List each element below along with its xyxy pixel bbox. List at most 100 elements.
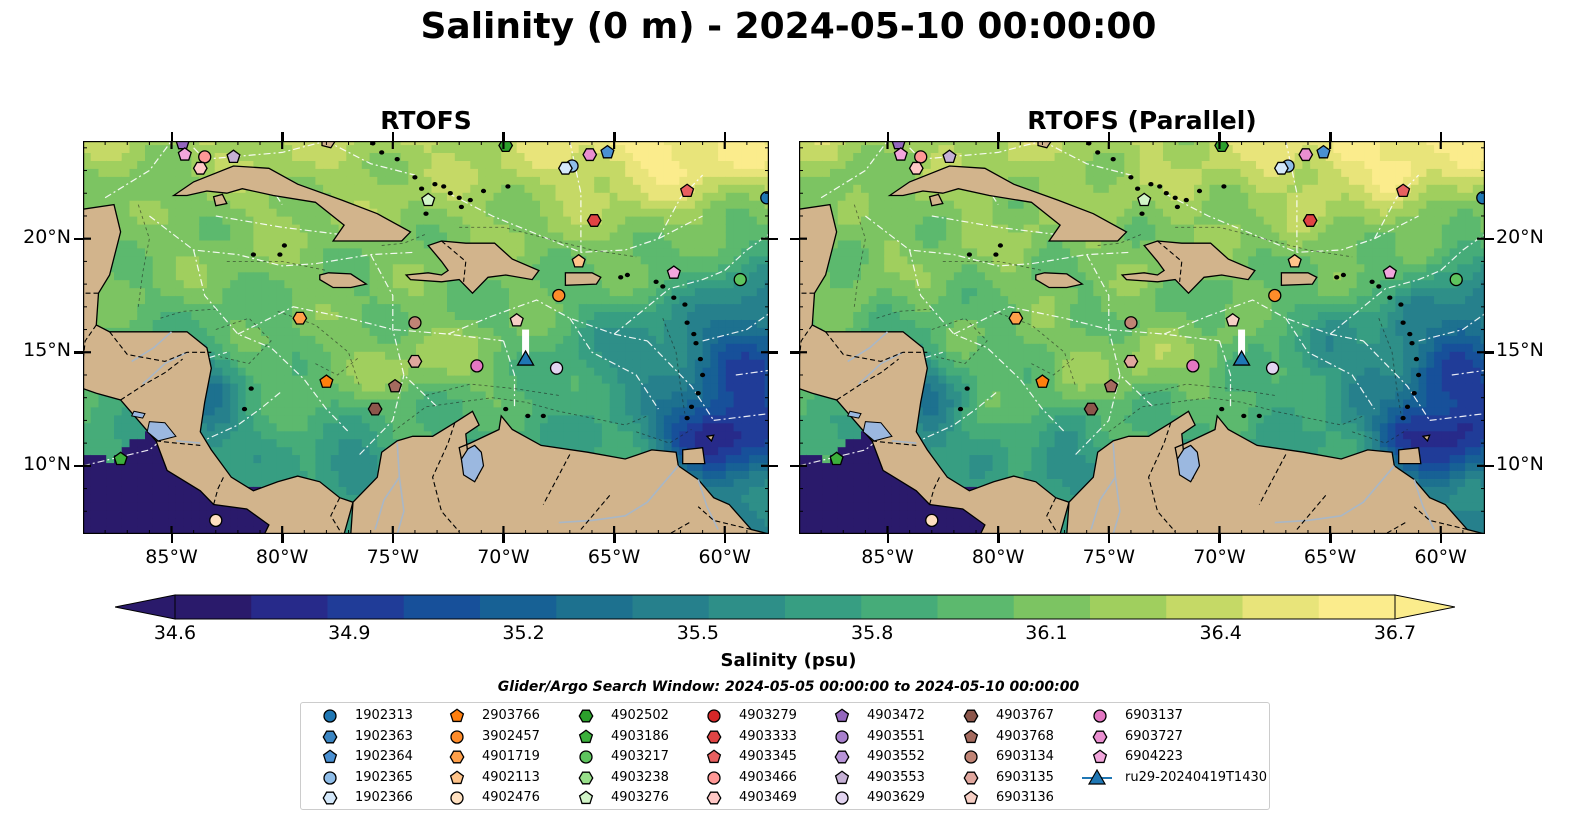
float-marker-2903766 bbox=[319, 374, 334, 388]
float-marker-6903727 bbox=[582, 148, 598, 162]
x-tick-label: 75°W bbox=[1082, 546, 1136, 568]
x-tick-mark-top bbox=[886, 132, 890, 141]
x-tick-mark-top bbox=[997, 132, 1000, 141]
legend-label: 6903136 bbox=[996, 790, 1054, 805]
legend-label: 4903333 bbox=[739, 728, 797, 744]
small-island bbox=[467, 197, 473, 203]
small-island bbox=[248, 386, 254, 391]
x-tick-label: 65°W bbox=[1303, 546, 1357, 568]
glider-marker bbox=[1232, 349, 1251, 366]
y-tick-mark bbox=[769, 351, 778, 354]
small-island bbox=[693, 341, 699, 346]
small-island bbox=[456, 195, 462, 200]
legend-marker bbox=[963, 709, 979, 723]
small-island bbox=[525, 413, 531, 419]
float-marker-4903629 bbox=[1265, 361, 1280, 375]
legend-marker-circle-icon bbox=[323, 709, 337, 723]
y-tick-mark bbox=[769, 464, 778, 468]
land-puertoRico bbox=[564, 272, 602, 286]
legend-marker bbox=[1092, 749, 1108, 764]
landmasses bbox=[799, 141, 1485, 534]
x-tick-mark-top bbox=[391, 132, 395, 141]
legend-label: 4903553 bbox=[867, 769, 925, 785]
colorbar-segment bbox=[632, 595, 710, 619]
legend-label: 4902502 bbox=[611, 708, 669, 723]
legend-label: ru29-20240419T1430 bbox=[1125, 769, 1268, 785]
legend-label: 4903629 bbox=[867, 790, 925, 805]
float-marker-1902313 bbox=[760, 191, 769, 205]
legend-marker bbox=[834, 750, 850, 764]
x-tick-mark-top bbox=[281, 132, 284, 141]
small-island bbox=[957, 406, 964, 412]
float-marker-4903768 bbox=[1103, 378, 1119, 393]
x-tick-mark bbox=[613, 534, 616, 543]
small-island bbox=[1387, 295, 1393, 300]
float-marker-4903186 bbox=[113, 451, 128, 466]
float-marker-4903629 bbox=[549, 361, 564, 375]
search-window-text: Glider/Argo Search Window: 2024-05-05 00… bbox=[497, 679, 1080, 695]
legend-marker-pentagon-icon bbox=[834, 769, 850, 784]
float-marker-4903345 bbox=[1395, 183, 1411, 198]
legend-label: 4903551 bbox=[867, 728, 925, 744]
legend-marker-triangle-icon bbox=[1082, 768, 1112, 785]
legend-marker bbox=[578, 771, 594, 784]
float-marker-4903472 bbox=[175, 141, 190, 150]
colorbar-tick-label: 36.7 bbox=[1373, 622, 1417, 644]
legend-marker-pentagon-icon bbox=[578, 790, 594, 805]
x-tick-mark-top bbox=[1107, 132, 1111, 141]
x-tick-label: 70°W bbox=[477, 546, 530, 568]
legend-marker bbox=[322, 791, 338, 805]
x-tick-mark bbox=[281, 534, 284, 543]
small-island bbox=[682, 302, 688, 307]
colorbar-segment bbox=[175, 595, 252, 619]
figure-title: Salinity (0 m) - 2024-05-10 00:00:00 bbox=[420, 6, 1157, 47]
x-tick-label: 65°W bbox=[587, 546, 641, 568]
legend-label: 4903345 bbox=[739, 749, 797, 764]
float-marker-4903469 bbox=[908, 161, 924, 175]
colorbar-label: Salinity (psu) bbox=[720, 650, 857, 671]
float-marker-4903553 bbox=[226, 149, 241, 163]
legend-marker-circle-icon bbox=[707, 709, 721, 723]
legend-marker-hexagon-icon bbox=[322, 791, 338, 805]
colorbar-tick-label: 34.6 bbox=[153, 622, 197, 644]
land-bahamas1 bbox=[321, 141, 337, 149]
x-tick-mark-top bbox=[502, 132, 505, 141]
map-panel-rtofs bbox=[83, 141, 769, 534]
small-island bbox=[1400, 415, 1406, 421]
legend-label: 4903238 bbox=[611, 769, 669, 785]
legend: 1902313 1902363 1902364 1902365 1902366 29037… bbox=[300, 702, 1270, 810]
legend-marker-pentagon-icon bbox=[963, 790, 979, 805]
y-tick-mark bbox=[790, 237, 799, 241]
legend-marker bbox=[322, 749, 338, 764]
legend-label: 6903727 bbox=[1125, 728, 1183, 744]
legend-marker-hexagon-icon bbox=[834, 750, 850, 764]
small-island bbox=[419, 186, 425, 191]
float-marker-6903727 bbox=[1298, 148, 1314, 162]
float-marker-4903466 bbox=[198, 150, 212, 164]
legend-label: 3902457 bbox=[482, 728, 540, 744]
legend-marker bbox=[323, 770, 337, 785]
legend-marker bbox=[834, 708, 850, 723]
lake-maracaibo bbox=[1176, 444, 1201, 483]
float-marker-1902366 bbox=[1273, 161, 1289, 175]
small-island bbox=[1163, 191, 1169, 196]
x-tick-mark bbox=[886, 534, 890, 543]
land-hispaniola bbox=[404, 240, 540, 295]
eez-boundaries bbox=[799, 141, 1485, 467]
small-island bbox=[1110, 157, 1116, 162]
land-jamaica bbox=[319, 272, 368, 289]
legend-marker-circle-icon bbox=[835, 729, 849, 744]
float-marker-4903333 bbox=[586, 214, 602, 227]
float-marker-4902476 bbox=[209, 513, 223, 528]
y-tick-mark bbox=[74, 464, 83, 468]
y-tick-mark bbox=[74, 237, 83, 241]
colorbar-segment bbox=[861, 595, 939, 619]
float-marker-4902502 bbox=[1214, 141, 1230, 153]
float-marker-4903217 bbox=[1449, 272, 1463, 287]
float-marker-6903136 bbox=[509, 312, 524, 327]
small-island bbox=[1409, 341, 1415, 346]
lake-nicaragua bbox=[146, 421, 177, 442]
legend-marker bbox=[834, 769, 850, 784]
legend-marker bbox=[578, 790, 594, 805]
legend-label: 1902365 bbox=[355, 769, 413, 785]
